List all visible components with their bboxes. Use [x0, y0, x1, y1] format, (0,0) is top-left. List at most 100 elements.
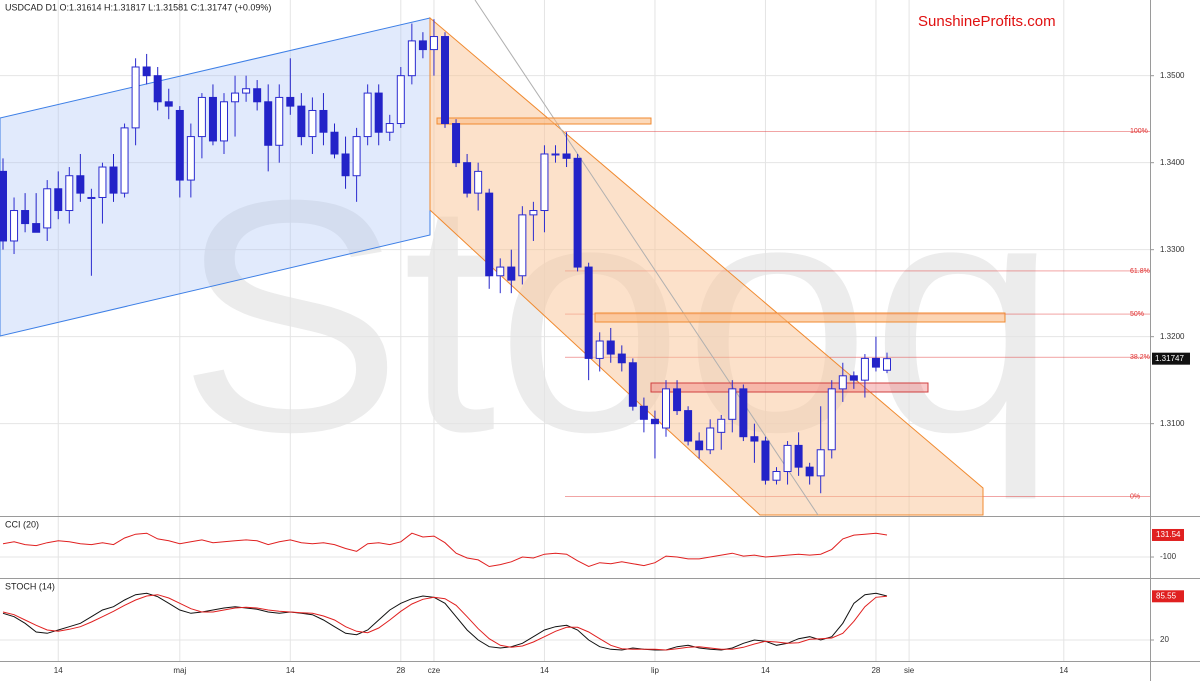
candle-body — [761, 440, 770, 481]
candle-body — [540, 153, 549, 212]
candle-body — [220, 101, 228, 142]
candle-body — [264, 101, 273, 146]
candle-body — [673, 388, 682, 412]
fib-label: 50% — [1130, 311, 1144, 318]
candle-body — [838, 375, 847, 390]
y-tick-label: -100 — [1160, 552, 1177, 561]
candle-body — [0, 170, 7, 242]
x-tick-label: cze — [428, 666, 441, 675]
fib-label: 61.8% — [1130, 268, 1150, 275]
candle-body — [883, 358, 891, 371]
candle-body — [87, 196, 96, 199]
candle-body — [474, 170, 483, 194]
x-tick-label: 14 — [54, 666, 63, 675]
drawing-tools — [0, 0, 1006, 516]
candle-body — [418, 40, 427, 51]
candle-body — [783, 444, 792, 473]
y-tick-label: 1.3200 — [1160, 332, 1185, 341]
candle-body — [43, 188, 52, 229]
candle-body — [10, 210, 19, 242]
candle-body — [120, 127, 129, 194]
value-label: 85.55 — [1156, 591, 1177, 600]
candle-body — [175, 109, 184, 181]
resistance-zone — [436, 117, 652, 125]
candle-body — [794, 444, 803, 468]
support-zone — [650, 382, 929, 393]
last-price-label: 1.31747 — [1155, 354, 1184, 363]
candle-body — [463, 162, 472, 194]
x-tick-label: 14 — [1059, 666, 1068, 675]
candle-body — [617, 353, 626, 364]
candle-body — [286, 96, 295, 107]
value-label: 131.54 — [1156, 530, 1181, 539]
candle-body — [142, 66, 151, 77]
candle-body — [54, 188, 63, 212]
candle-body — [231, 92, 240, 103]
candle-body — [650, 418, 659, 425]
x-tick-label: 14 — [286, 666, 295, 675]
candle-body — [628, 362, 637, 407]
x-tick-label: maj — [173, 666, 186, 675]
candle-body — [76, 175, 85, 194]
candle-body — [197, 96, 206, 138]
candle-body — [717, 418, 726, 433]
resistance-zone — [594, 312, 1006, 323]
candle-body — [396, 75, 405, 125]
value-box — [1152, 590, 1184, 603]
candle-body — [407, 40, 416, 77]
candle-body — [385, 123, 394, 133]
candle-body — [584, 266, 593, 359]
candle-body — [871, 357, 880, 368]
candle-body — [816, 449, 825, 477]
candle-body — [662, 388, 670, 429]
candle-body — [65, 175, 74, 212]
candle-body — [319, 109, 328, 133]
candle-body — [684, 410, 693, 442]
candle-body — [805, 466, 814, 477]
trend-line — [474, 0, 819, 516]
candle-body — [330, 131, 339, 155]
x-tick-label: lip — [651, 666, 660, 675]
candle-body — [772, 471, 781, 481]
candle-body — [827, 388, 836, 451]
candle-body — [728, 388, 737, 420]
y-tick-label: 1.3500 — [1160, 71, 1185, 80]
candle-body — [606, 340, 615, 355]
candle-body — [860, 357, 869, 381]
candle-body — [551, 153, 560, 156]
candle-body — [374, 92, 383, 133]
indicator-name: STOCH (14) — [5, 581, 55, 591]
candle-body — [507, 266, 516, 281]
candle-body — [341, 153, 350, 177]
indicator-line — [2, 594, 888, 651]
candle-body — [639, 405, 648, 420]
fib-label: 0% — [1130, 494, 1140, 501]
indicator-line — [2, 532, 888, 568]
y-tick-label: 20 — [1160, 635, 1169, 644]
candle-body — [750, 436, 759, 442]
candle-body — [518, 214, 527, 277]
indicator-name: CCI (20) — [5, 519, 39, 529]
candle-body — [562, 153, 571, 159]
chart-title: USDCAD D1 O:1.31614 H:1.31817 L:1.31581 … — [5, 2, 271, 12]
candle-body — [153, 75, 162, 103]
fib-label: 100% — [1130, 128, 1148, 135]
y-tick-label: 1.3300 — [1160, 245, 1185, 254]
y-tick-label: 1.3400 — [1160, 158, 1185, 167]
marks-layer — [0, 19, 891, 651]
candle-body — [275, 96, 284, 146]
candle-body — [706, 427, 715, 451]
candle-body — [363, 92, 372, 138]
x-tick-label: 28 — [871, 666, 880, 675]
bear-channel — [429, 16, 984, 516]
candle-body — [208, 96, 217, 142]
indicator-line — [2, 592, 888, 651]
candle-body — [164, 101, 173, 107]
candle-body — [573, 157, 582, 268]
x-tick-label: sie — [904, 666, 915, 675]
x-tick-label: 14 — [761, 666, 770, 675]
candle-body — [595, 340, 604, 359]
x-tick-label: 28 — [396, 666, 405, 675]
candle-body — [739, 388, 748, 438]
